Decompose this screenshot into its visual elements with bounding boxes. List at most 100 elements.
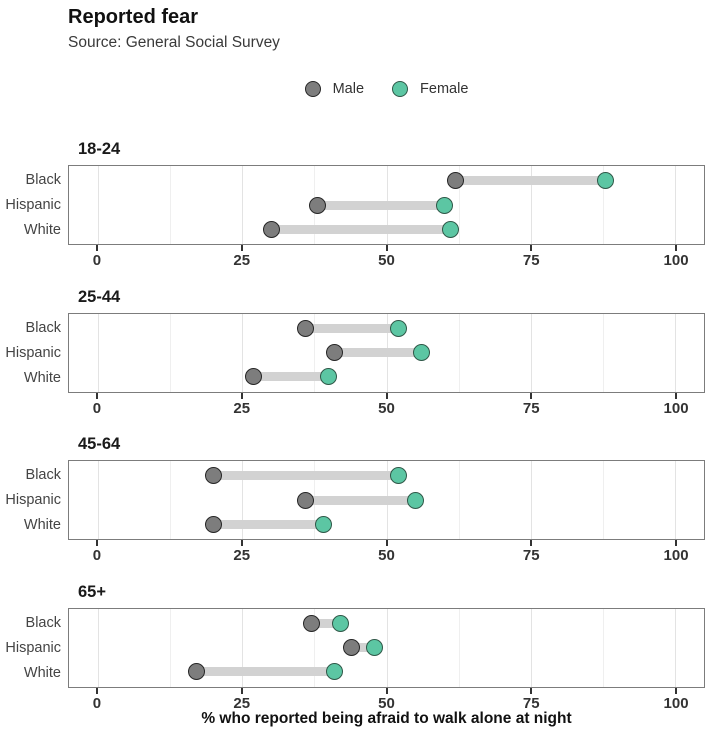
dumbbell-connector [196, 667, 335, 677]
dumbbell-connector [213, 471, 399, 481]
minor-gridline [170, 608, 172, 687]
facet-25-44: 25-44 Black Hispanic White 0 25 50 75 100 [0, 284, 714, 432]
male-dot [447, 172, 465, 190]
major-gridline [530, 461, 532, 539]
minor-gridline [602, 461, 604, 539]
category-label: Black [25, 319, 61, 336]
major-gridline [675, 166, 677, 244]
x-axis: 0 25 50 75 100 [68, 392, 705, 427]
x-axis: 0 25 50 75 100 [68, 245, 705, 279]
axis-tick [675, 392, 678, 399]
axis-tick-label: 50 [378, 694, 395, 712]
major-gridline [530, 313, 532, 392]
facet-18-24: 18-24 Black Hispanic White 0 25 50 75 100 [0, 136, 714, 284]
axis-tick [530, 540, 533, 546]
axis-tick-label: 25 [233, 252, 251, 269]
female-key-dot-icon [392, 81, 409, 97]
axis-tick-label: 25 [233, 694, 251, 712]
male-dot [297, 319, 315, 337]
x-axis-title: % who reported being afraid to walk alon… [201, 710, 572, 727]
x-axis: 0 25 50 75 100 [68, 687, 705, 722]
axis-tick [385, 687, 388, 694]
facet-title: 65+ [78, 582, 106, 601]
facet-65+: 65+ Black Hispanic White 0 25 50 75 100 [0, 579, 714, 727]
category-label: Hispanic [5, 197, 61, 213]
axis-tick [385, 392, 388, 399]
female-dot [389, 319, 407, 337]
female-dot [597, 172, 615, 190]
axis-tick-label: 50 [378, 547, 395, 564]
axis-tick-label: 0 [92, 252, 102, 269]
axis-tick-label: 0 [92, 694, 102, 712]
facet-title: 18-24 [78, 140, 121, 158]
axis-tick-label: 25 [233, 547, 251, 564]
major-gridline [675, 461, 677, 539]
male-dot [302, 614, 320, 632]
male-dot [326, 344, 344, 361]
axis-tick-label: 75 [522, 399, 540, 417]
axis-tick-label: 50 [378, 399, 395, 417]
axis-tick [385, 245, 388, 251]
female-dot [366, 639, 384, 656]
axis-tick [675, 687, 678, 694]
axis-tick-label: 50 [378, 252, 395, 269]
legend-item-female: Female [392, 81, 468, 97]
dumbbell-connector [305, 495, 416, 505]
minor-gridline [458, 461, 460, 539]
axis-tick-label: 75 [522, 694, 540, 712]
axis-tick-label: 75 [522, 547, 540, 564]
major-gridline [530, 608, 532, 687]
female-dot [441, 220, 459, 238]
male-dot [297, 491, 315, 509]
minor-gridline [458, 166, 460, 244]
minor-gridline [602, 313, 604, 392]
minor-gridline [170, 166, 172, 244]
female-dot [389, 467, 407, 485]
major-gridline [242, 461, 244, 539]
category-label: Hispanic [5, 344, 61, 361]
female-dot [331, 614, 349, 632]
facet-panels: 18-24 Black Hispanic White 0 25 50 75 100 25-44 Bl… [0, 136, 714, 726]
major-gridline [97, 166, 99, 244]
minor-gridline [314, 313, 316, 392]
female-dot [435, 196, 453, 214]
category-label: Black [25, 614, 61, 631]
axis-tick [530, 392, 533, 399]
legend-label-male: Male [332, 81, 365, 97]
axis-tick [385, 540, 388, 546]
chart-title: Reported fear [68, 6, 199, 28]
plot-panel [68, 607, 705, 688]
axis-tick [240, 687, 243, 694]
category-label: Black [25, 172, 61, 188]
y-axis-labels: Black Hispanic White [0, 165, 61, 245]
major-gridline [97, 461, 99, 539]
axis-tick [530, 245, 533, 251]
chart-subtitle: Source: General Social Survey [68, 34, 280, 51]
major-gridline [242, 313, 244, 392]
category-label: White [23, 517, 61, 533]
major-gridline [386, 608, 388, 687]
major-gridline [242, 166, 244, 244]
minor-gridline [314, 608, 316, 687]
axis-tick [675, 245, 678, 251]
minor-gridline [458, 608, 460, 687]
female-dot [406, 491, 424, 509]
dumbbell-connector [351, 643, 375, 652]
category-label: Hispanic [5, 492, 61, 508]
facet-45-64: 45-64 Black Hispanic White 0 25 50 75 100 [0, 431, 714, 579]
dumbbell-connector [253, 372, 329, 382]
plot-panel [68, 312, 705, 393]
axis-tick-label: 25 [233, 399, 251, 417]
axis-tick [95, 245, 98, 251]
facet-title: 45-64 [78, 435, 121, 453]
y-axis-labels: Black Hispanic White [0, 608, 61, 688]
axis-tick [240, 245, 243, 251]
major-gridline [530, 166, 532, 244]
y-axis-labels: Black Hispanic White [0, 313, 61, 393]
dumbbell-connector [317, 200, 445, 210]
dumbbell-connector [455, 176, 606, 186]
axis-tick-label: 0 [92, 399, 102, 417]
female-dot [314, 515, 332, 533]
dumbbell-connector [334, 348, 422, 357]
